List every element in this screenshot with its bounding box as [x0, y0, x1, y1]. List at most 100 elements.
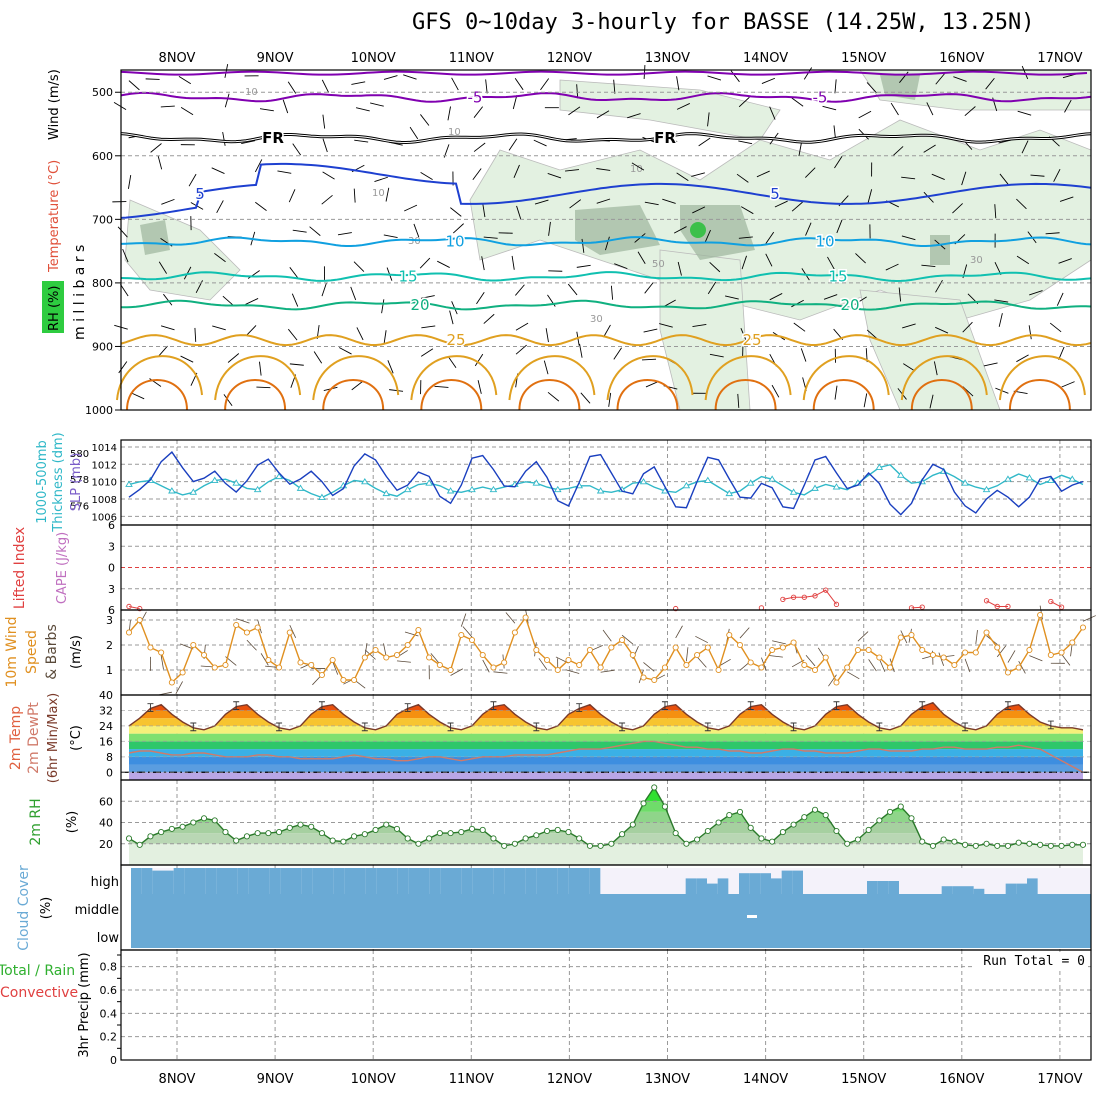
- cloud-high-cell: [504, 868, 516, 894]
- precip-convective-label: Convective: [0, 985, 78, 1001]
- wind10m-barb: [175, 681, 183, 694]
- wind-barb: [921, 264, 936, 267]
- wind10m-barb: [180, 643, 194, 650]
- wind10m-point: [254, 624, 261, 631]
- rh2m-point: [265, 830, 272, 837]
- temp-axis-label-3-group: (6hr Min/Max): [46, 693, 61, 783]
- wind-barb: [241, 140, 256, 145]
- wind10m-barb: [396, 660, 411, 663]
- rh2m-point: [865, 826, 872, 833]
- temp-axis-label-2-group: 2m DewPt: [26, 702, 42, 774]
- rh-contour-label: 30: [590, 314, 603, 325]
- wind10m-point: [608, 644, 615, 651]
- rh2m-point: [919, 838, 926, 845]
- wind10m-point: [726, 631, 733, 639]
- wind-barb: [482, 203, 486, 218]
- date-label-top: 12NOV: [547, 51, 592, 66]
- cloud-level-label: high: [91, 875, 119, 890]
- wind10m-point: [501, 659, 508, 666]
- thickness-point: [210, 476, 219, 483]
- rh2m-point: [994, 842, 1001, 849]
- wind-barb: [337, 232, 352, 236]
- thickness-tick-label: 580: [70, 449, 89, 460]
- isotherm-25-loop: [704, 355, 792, 401]
- wind-tick-label: 1: [106, 664, 113, 677]
- rh-axis-legend: [42, 281, 64, 333]
- wind-barb: [805, 167, 816, 178]
- wind10m-point: [265, 656, 272, 664]
- wind-barb: [791, 201, 803, 212]
- wind-barb: [160, 325, 175, 331]
- wind-barb: [765, 231, 775, 244]
- rh2m-point: [565, 829, 572, 836]
- wind-barb: [805, 222, 812, 236]
- wind-barb: [576, 84, 579, 99]
- thickness-point: [189, 488, 198, 495]
- cloud-high-clear: [952, 868, 964, 894]
- date-label-bottom: 15NOV: [841, 1072, 886, 1087]
- thickness-point: [253, 485, 262, 493]
- rh2m-point: [661, 803, 669, 810]
- wind-barb: [409, 126, 419, 140]
- rh2m-point: [929, 842, 936, 849]
- cloud-high-clear: [941, 868, 953, 894]
- wind-tick-label: 3: [106, 614, 113, 627]
- temp-units-group: (°C): [69, 725, 84, 751]
- wind10m-point: [200, 651, 208, 659]
- rh2m-point: [747, 824, 754, 831]
- wind10m-barb: [160, 655, 164, 670]
- rh2m-point: [908, 815, 915, 822]
- wind10m-point: [747, 659, 754, 666]
- rh2m-point: [286, 824, 293, 831]
- temp-band: [129, 725, 1083, 734]
- wind-barb: [659, 323, 673, 328]
- run-total-label: Run Total = 0: [983, 954, 1085, 969]
- rh2m-point: [329, 837, 336, 844]
- isotherm-line: [121, 299, 1092, 311]
- wind-barb: [515, 322, 529, 331]
- wind-barb: [227, 353, 240, 363]
- isotherm-label: FR: [262, 129, 284, 147]
- rh2m-point: [1037, 841, 1044, 848]
- wind-barb: [420, 172, 433, 181]
- wind-barb: [381, 299, 385, 314]
- wind-barb: [1029, 290, 1043, 296]
- wind-barb: [481, 256, 485, 271]
- temp-minmax-bar: [876, 722, 883, 732]
- rh2m-point: [876, 817, 883, 824]
- cloud-high-cell: [877, 881, 889, 894]
- thickness-axis-label: 1000-500mb: [35, 440, 50, 524]
- isotherm-25-loop: [214, 355, 302, 401]
- wind-barb: [677, 261, 682, 276]
- wind10m-barb: [460, 613, 467, 627]
- cloud-level-label: middle: [75, 903, 119, 918]
- wind-tick-label: 2: [106, 639, 113, 652]
- wind10m-barb: [975, 630, 978, 645]
- wind-barb: [472, 168, 482, 181]
- wind10m-point: [972, 649, 979, 656]
- wind10m-barb: [996, 645, 1007, 658]
- rh-contour-label: 10: [372, 188, 385, 199]
- wind-barb: [983, 362, 998, 367]
- rh2m-point: [619, 831, 626, 838]
- thickness-point: [125, 480, 133, 487]
- wind10m-point: [983, 629, 990, 636]
- rh2m-point: [844, 840, 851, 847]
- temp-band: [129, 749, 1083, 757]
- date-label-bottom: 11NOV: [449, 1072, 494, 1087]
- rh2m-point: [243, 833, 250, 840]
- rh2m-point: [554, 826, 561, 833]
- wind10m-point: [393, 651, 401, 659]
- rh-contour-max: [690, 222, 706, 238]
- wind-barb: [999, 173, 1009, 186]
- wind-barb: [771, 384, 780, 398]
- thickness-point: [1004, 475, 1012, 482]
- date-label-top: 14NOV: [743, 51, 788, 66]
- wind-barb: [580, 392, 591, 404]
- wind-barb: [935, 279, 943, 293]
- wind10m-line: [128, 612, 1084, 684]
- cloud-high-cell: [205, 868, 217, 894]
- thickness-point: [811, 484, 819, 491]
- cloud-level-label: low: [97, 931, 120, 946]
